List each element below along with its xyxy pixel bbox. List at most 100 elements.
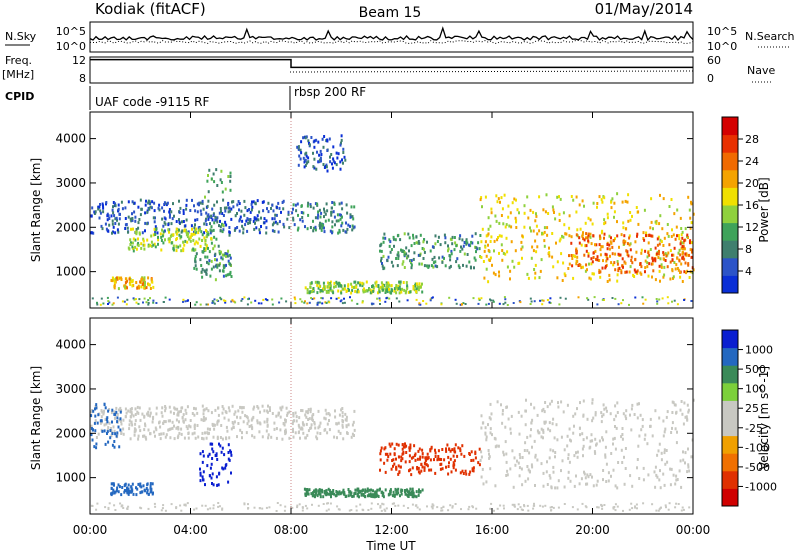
echo-cell bbox=[236, 226, 239, 229]
echo-cell bbox=[163, 221, 166, 225]
echo-cell bbox=[301, 509, 304, 512]
echo-cell bbox=[150, 240, 153, 244]
echo-cell bbox=[625, 417, 628, 421]
echo-cell bbox=[320, 211, 323, 215]
echo-cell bbox=[484, 195, 487, 199]
echo-cell bbox=[325, 412, 328, 416]
echo-cell bbox=[430, 505, 433, 508]
echo-cell bbox=[319, 221, 321, 225]
echo-cell bbox=[639, 413, 642, 417]
echo-cell bbox=[311, 290, 313, 294]
echo-cell bbox=[394, 504, 397, 507]
echo-cell bbox=[579, 401, 581, 405]
echo-cell bbox=[114, 490, 116, 494]
echo-cell bbox=[362, 290, 365, 294]
echo-cell bbox=[554, 486, 557, 490]
echo-cell bbox=[305, 410, 308, 414]
echo-cell bbox=[417, 240, 420, 243]
echo-cell bbox=[681, 412, 684, 416]
echo-cell bbox=[132, 237, 135, 241]
echo-cell bbox=[520, 508, 523, 511]
echo-cell bbox=[194, 303, 197, 306]
echo-cell bbox=[366, 494, 369, 498]
echo-cell bbox=[338, 508, 341, 511]
echo-cell bbox=[660, 240, 663, 244]
echo-cell bbox=[533, 406, 536, 410]
echo-cell bbox=[180, 235, 183, 239]
echo-cell bbox=[671, 300, 673, 303]
echo-cell bbox=[239, 416, 242, 420]
echo-cell bbox=[481, 205, 483, 209]
echo-cell bbox=[543, 239, 546, 243]
echo-cell bbox=[205, 436, 208, 440]
echo-cell bbox=[132, 492, 135, 496]
echo-cell bbox=[224, 187, 227, 191]
echo-cell bbox=[345, 221, 347, 225]
echo-cell bbox=[168, 240, 171, 244]
echo-cell bbox=[279, 504, 282, 507]
echo-cell bbox=[685, 253, 688, 257]
echo-cell bbox=[681, 280, 684, 283]
echo-cell bbox=[138, 232, 141, 236]
beam-label: Beam 15 bbox=[359, 5, 422, 21]
echo-cell bbox=[125, 303, 128, 306]
echo-cell bbox=[225, 206, 228, 210]
echo-cell bbox=[549, 429, 552, 433]
echo-cell bbox=[671, 258, 674, 262]
echo-cell bbox=[489, 427, 492, 431]
y-tick-label: 4000 bbox=[55, 338, 86, 352]
echo-cell bbox=[483, 276, 486, 280]
echo-cell bbox=[346, 289, 349, 292]
echo-cell bbox=[506, 250, 509, 254]
echo-cell bbox=[185, 233, 188, 237]
echo-cell bbox=[152, 243, 155, 247]
echo-cell bbox=[504, 298, 507, 301]
echo-cell bbox=[159, 437, 162, 441]
y-tick-label: 3000 bbox=[55, 176, 86, 190]
echo-cell bbox=[313, 145, 316, 149]
echo-cell bbox=[295, 415, 298, 419]
colorbar-swatch bbox=[722, 152, 738, 171]
echo-cell bbox=[223, 453, 226, 457]
echo-cell bbox=[387, 255, 390, 259]
echo-cell bbox=[114, 217, 117, 221]
echo-cell bbox=[501, 409, 504, 412]
echo-cell bbox=[133, 430, 136, 434]
echo-cell bbox=[412, 285, 415, 288]
echo-cell bbox=[673, 261, 676, 264]
echo-cell bbox=[472, 297, 475, 300]
echo-cell bbox=[549, 302, 552, 304]
echo-cell bbox=[113, 429, 116, 433]
echo-cell bbox=[185, 207, 188, 211]
echo-cell bbox=[643, 238, 646, 242]
echo-cell bbox=[405, 488, 408, 492]
echo-cell bbox=[356, 494, 359, 498]
echo-cell bbox=[116, 420, 119, 424]
echo-cell bbox=[201, 431, 204, 435]
echo-cell bbox=[563, 272, 566, 276]
echo-cell bbox=[569, 438, 571, 442]
echo-cell bbox=[663, 451, 666, 455]
echo-cell bbox=[202, 478, 204, 482]
echo-cell bbox=[259, 410, 261, 414]
echo-cell bbox=[423, 250, 426, 254]
echo-cell bbox=[159, 232, 162, 236]
echo-cell bbox=[636, 466, 638, 470]
echo-cell bbox=[513, 503, 516, 506]
echo-cell bbox=[257, 302, 260, 305]
echo-cell bbox=[412, 257, 415, 261]
noise-search-line bbox=[89, 39, 694, 45]
echo-cell bbox=[352, 217, 355, 221]
echo-cell bbox=[381, 502, 384, 505]
echo-cell bbox=[151, 492, 154, 496]
echo-cell bbox=[217, 244, 220, 248]
echo-cell bbox=[178, 410, 181, 414]
echo-cell bbox=[605, 430, 608, 434]
echo-cell bbox=[90, 214, 93, 218]
echo-cell bbox=[377, 291, 379, 295]
colorbar-swatch bbox=[722, 240, 738, 259]
echo-cell bbox=[351, 224, 354, 228]
echo-cell bbox=[223, 206, 226, 210]
echo-cell bbox=[378, 287, 381, 291]
echo-cell bbox=[636, 232, 639, 236]
